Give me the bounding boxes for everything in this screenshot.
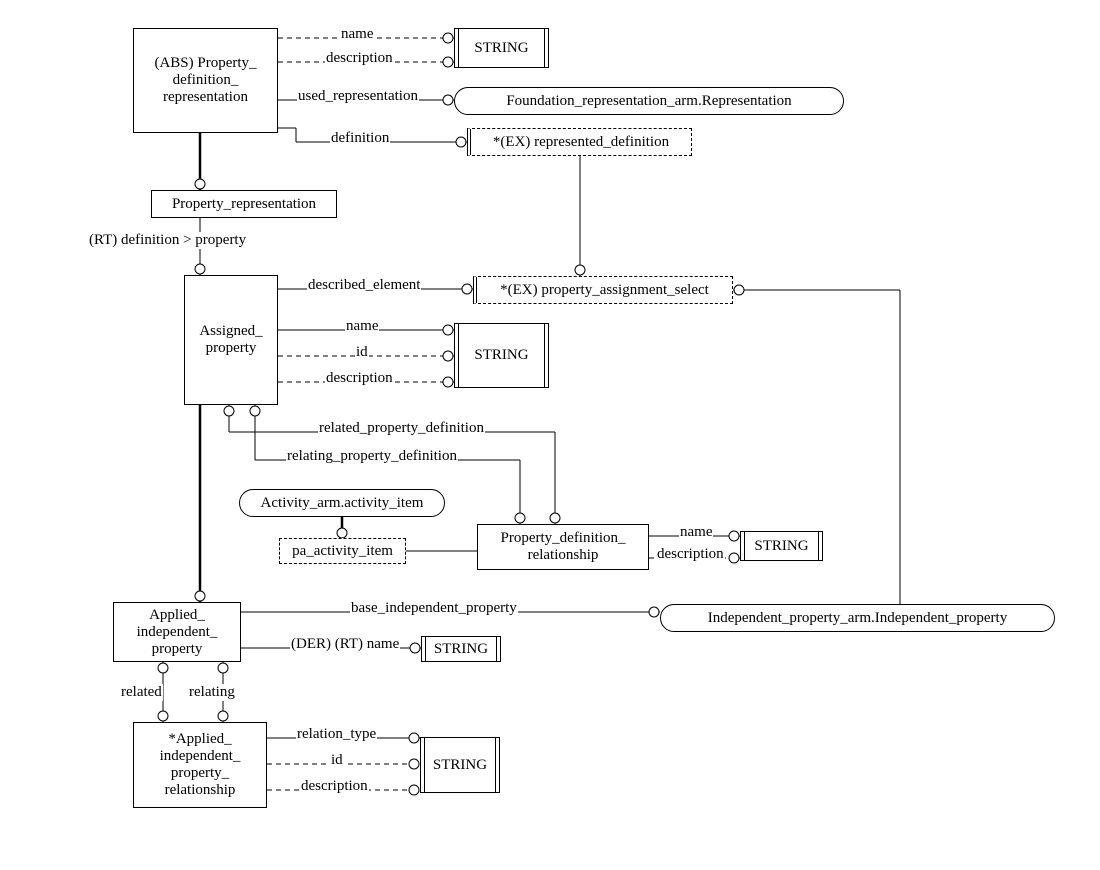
entity-ex-prop-assign: *(EX) property_assignment_select (473, 276, 733, 304)
edge-label-name1: name (340, 26, 374, 43)
entity-label: Activity_arm.activity_item (261, 495, 424, 512)
type-label: STRING (474, 347, 528, 364)
edge-label-relation-type: relation_type (296, 726, 377, 743)
entity-label: Property_representation (172, 196, 316, 213)
entity-foundation-rep: Foundation_representation_arm.Representa… (454, 87, 844, 115)
entity-label: pa_activity_item (292, 543, 393, 560)
type-string-5: STRING (420, 737, 500, 793)
edge-label-id2: id (330, 752, 344, 769)
entity-label: *(EX) property_assignment_select (500, 282, 709, 299)
type-label: STRING (433, 757, 487, 774)
edge-label-relating: relating (188, 684, 236, 701)
edge-label-rt-def: (RT) definition > property (88, 232, 247, 249)
type-string-2: STRING (454, 323, 549, 388)
entity-abs-prop-def-rep: (ABS) Property_definition_representation (133, 28, 278, 133)
edge-label-description3: description (656, 546, 725, 563)
entity-label: Applied_independent_property (137, 607, 218, 658)
edge-label-base-indep: base_independent_property (350, 600, 518, 617)
edge-label-description4: description (300, 778, 369, 795)
entity-label: Assigned_property (199, 323, 262, 357)
edge-label-relating-prop: relating_property_definition (286, 448, 458, 465)
type-label: STRING (434, 641, 488, 658)
edge-label-id1: id (355, 344, 369, 361)
entity-assigned-prop: Assigned_property (184, 275, 278, 405)
edge-label-definition: definition (330, 130, 390, 147)
entity-prop-def-rel: Property_definition_relationship (477, 524, 649, 570)
entity-label: Independent_property_arm.Independent_pro… (708, 610, 1007, 627)
type-label: STRING (754, 538, 808, 555)
edge-label-name3: name (679, 524, 713, 541)
edge-label-der-rt-name: (DER) (RT) name (290, 636, 400, 653)
entity-pa-activity: pa_activity_item (279, 538, 406, 564)
type-string-3: STRING (740, 531, 823, 561)
entity-label: *(EX) represented_definition (493, 134, 669, 151)
type-string-1: STRING (454, 28, 549, 68)
entity-ex-rep-def: *(EX) represented_definition (467, 128, 692, 156)
entity-prop-rep: Property_representation (151, 190, 337, 218)
type-label: STRING (474, 40, 528, 57)
entity-label: Foundation_representation_arm.Representa… (506, 93, 791, 110)
entity-indep-prop-arm: Independent_property_arm.Independent_pro… (660, 604, 1055, 632)
type-string-4: STRING (421, 636, 501, 662)
edge-label-related: related (120, 684, 163, 701)
entity-label: Property_definition_relationship (501, 530, 626, 564)
edge-label-description1: description (325, 50, 394, 67)
entity-applied-indep-rel: *Applied_independent_property_relationsh… (133, 722, 267, 808)
edge-label-description2: description (325, 370, 394, 387)
entity-label: *Applied_independent_property_relationsh… (160, 731, 241, 799)
edge-label-name2: name (345, 318, 379, 335)
entity-label: (ABS) Property_definition_representation (154, 55, 256, 106)
edge-label-used-rep: used_representation (297, 88, 419, 105)
entity-applied-indep: Applied_independent_property (113, 602, 241, 662)
edge-label-related-prop: related_property_definition (318, 420, 485, 437)
entity-activity-arm: Activity_arm.activity_item (239, 489, 445, 517)
edge-label-described: described_element (307, 277, 421, 294)
